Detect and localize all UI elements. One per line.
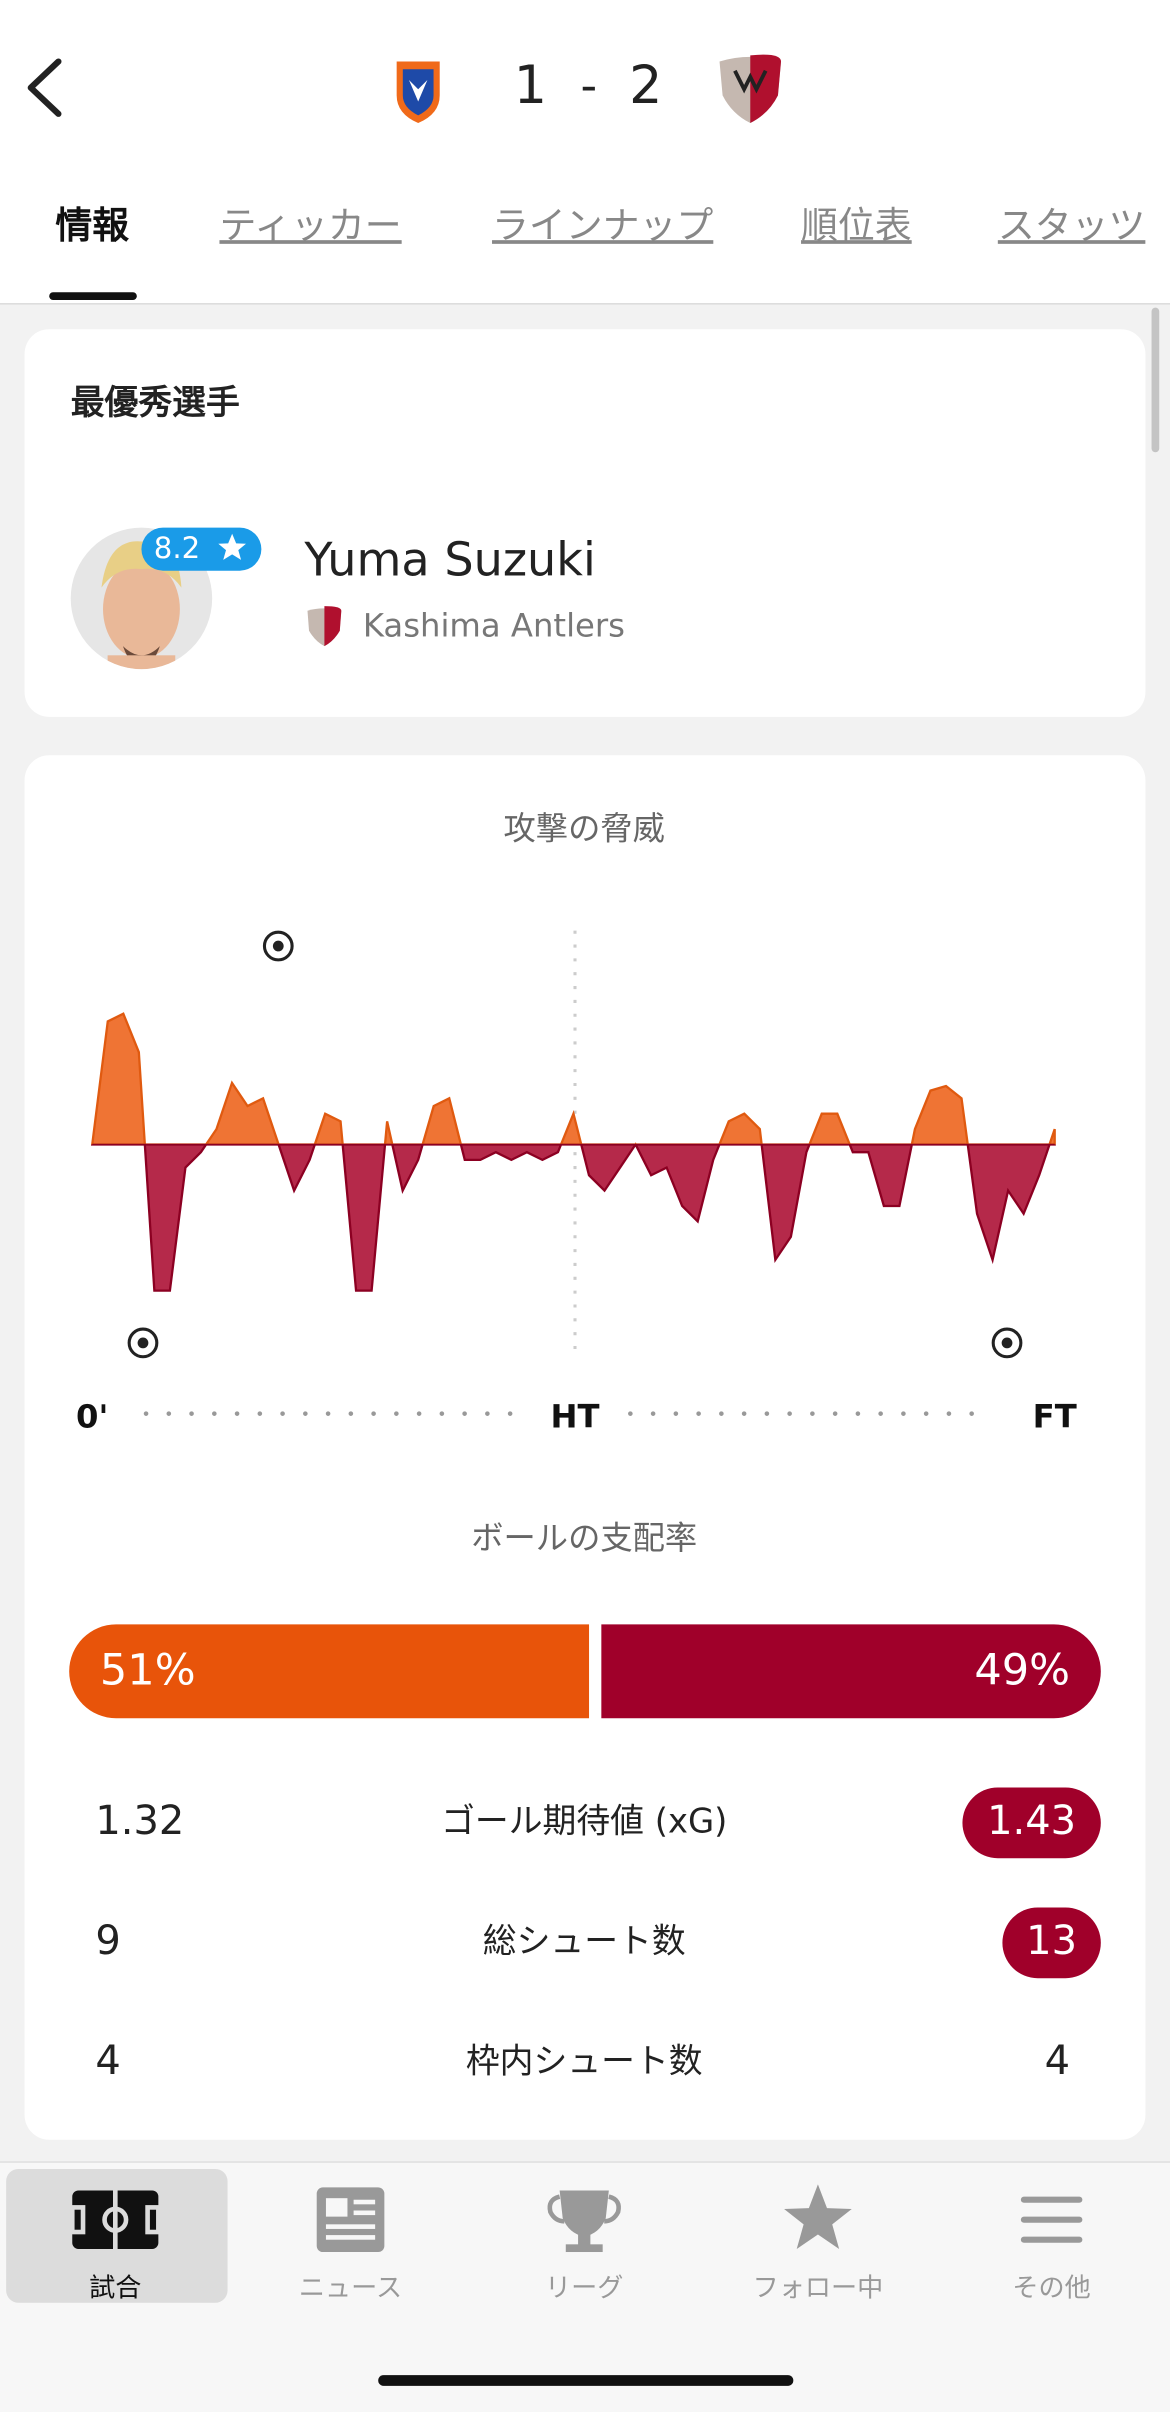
nav-icon [784, 2184, 852, 2249]
away-stat: 1.43 [987, 1798, 1076, 1844]
player-card[interactable] [24, 329, 1146, 717]
goal-icon [262, 930, 294, 962]
stat-highlight [962, 1787, 1101, 1859]
tab-active[interactable]: 情報 [55, 204, 129, 247]
back-button[interactable] [27, 58, 62, 117]
goal-icon [127, 1327, 159, 1359]
timeline-label: FT [1033, 1397, 1077, 1435]
possession-title: ボールの支配率 [471, 1519, 697, 1557]
goal-icon [991, 1327, 1023, 1359]
home-stat: 4 [95, 2038, 120, 2084]
nav-icon [69, 2190, 161, 2249]
away-stat: 13 [1026, 1918, 1077, 1964]
tab[interactable]: スタッツ [998, 204, 1146, 247]
tab[interactable]: ラインナップ [492, 204, 713, 247]
nav-label[interactable]: その他 [1012, 2273, 1090, 2303]
home-stat: 1.32 [95, 1798, 184, 1844]
player-rating: 8.2 [154, 531, 200, 565]
home-momentum-area [91, 1012, 1056, 1145]
nav-icon [316, 2187, 385, 2253]
nav-icon [547, 2190, 621, 2253]
away-possession [601, 1624, 1101, 1719]
timeline-label: 0' [76, 1397, 108, 1435]
team-icon [307, 606, 342, 647]
header [0, 0, 1170, 305]
stats-list: ゴール期待値 (xG) 1.32 1.43 総シュート数 9 13 枠内シュート数 4 4 [95, 1787, 1101, 2084]
stat-label: 枠内シュート数 [466, 2041, 703, 2080]
away-stat: 4 [1045, 2038, 1070, 2084]
nav-icon [1020, 2196, 1083, 2243]
scrollbar [1151, 307, 1160, 453]
nav-label[interactable]: リーグ [545, 2273, 623, 2303]
away-crest [719, 54, 782, 124]
stats-card [24, 755, 1146, 2140]
rating-star [218, 533, 246, 560]
score-separator: - [581, 59, 598, 113]
home-stat: 9 [95, 1918, 120, 1964]
tab[interactable]: 順位表 [801, 204, 912, 247]
player-name: Yuma Suzuki [303, 532, 595, 586]
home-possession [69, 1624, 590, 1719]
away-score: 2 [629, 55, 662, 116]
tab[interactable]: ティッカー [219, 204, 401, 247]
momentum-chart [90, 1012, 1056, 1292]
home-score: 1 [514, 55, 547, 116]
stat-label: ゴール期待値 (xG) [441, 1801, 727, 1840]
nav-label[interactable]: フォロー中 [753, 2273, 884, 2303]
home-indicator [378, 2375, 794, 2386]
stat-highlight [1002, 1907, 1101, 1979]
timeline-label: HT [550, 1397, 599, 1435]
card-title: 最優秀選手 [71, 383, 240, 422]
home-crest [396, 61, 440, 124]
stat-label: 総シュート数 [483, 1921, 686, 1960]
player-team: Kashima Antlers [363, 607, 625, 645]
away-possession-label: 49% [974, 1645, 1070, 1695]
nav-label[interactable]: 試合 [89, 2273, 141, 2303]
home-possession-label: 51% [100, 1645, 196, 1695]
nav-label[interactable]: ニュース [299, 2273, 402, 2303]
momentum-title: 攻撃の脅威 [504, 810, 665, 848]
possession-bar: 51% 49% [69, 1624, 1101, 1719]
tab-indicator [49, 292, 137, 300]
away-momentum-area [90, 1144, 1056, 1292]
